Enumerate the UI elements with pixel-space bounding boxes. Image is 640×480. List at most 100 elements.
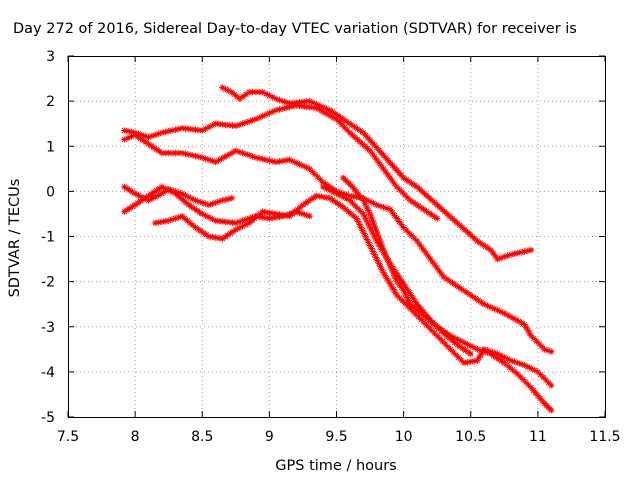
data-point — [357, 127, 364, 134]
data-point — [242, 119, 250, 126]
data-point — [319, 103, 327, 111]
data-point — [309, 168, 316, 175]
data-point — [246, 215, 253, 222]
data-point — [269, 93, 276, 101]
data-point — [251, 215, 258, 222]
data-point — [347, 181, 354, 188]
data-point — [342, 206, 350, 213]
data-point — [409, 308, 417, 315]
data-point — [446, 277, 453, 285]
data-point — [412, 310, 419, 318]
data-point — [340, 193, 347, 201]
data-point — [358, 194, 365, 201]
x-tick-labels: 7.5 8 8.5 9 9.5 10 10.5 11 11.5 — [57, 429, 621, 445]
data-point — [541, 346, 548, 353]
data-point — [225, 121, 233, 129]
data-point — [155, 219, 162, 226]
data-point — [393, 167, 401, 174]
data-point — [235, 121, 243, 129]
data-point — [491, 349, 498, 356]
data-point — [501, 354, 508, 361]
data-point — [351, 123, 358, 131]
data-point — [156, 185, 163, 192]
data-point — [536, 340, 543, 348]
data-point — [519, 376, 527, 383]
data-point — [235, 224, 243, 232]
data-point — [188, 195, 196, 202]
data-point — [354, 136, 361, 143]
data-point — [389, 209, 396, 216]
data-point — [470, 344, 478, 351]
data-point — [503, 311, 511, 319]
data-point — [383, 254, 391, 262]
data-point — [501, 359, 508, 367]
data-point — [195, 126, 203, 134]
data-point — [222, 85, 229, 93]
data-point — [131, 190, 139, 197]
data-point — [299, 162, 307, 170]
y-tick-label: -5 — [41, 410, 55, 426]
data-point — [391, 180, 398, 188]
data-point — [534, 368, 542, 376]
data-point — [172, 215, 179, 222]
data-point — [175, 214, 182, 221]
data-point — [418, 243, 425, 251]
data-point — [256, 155, 263, 162]
data-point — [215, 120, 223, 128]
data-point — [341, 124, 348, 131]
data-point — [232, 147, 240, 154]
x-tick-label: 9.5 — [325, 429, 347, 445]
data-point — [306, 165, 313, 173]
x-tick-label: 11.5 — [589, 429, 620, 445]
data-point — [188, 203, 195, 210]
data-point — [334, 112, 342, 119]
data-point — [464, 359, 471, 366]
data-point — [343, 195, 350, 202]
data-point — [233, 93, 241, 100]
data-point — [182, 125, 189, 132]
data-point — [363, 203, 370, 211]
data-point — [327, 112, 334, 120]
data-point — [303, 211, 310, 219]
data-point — [262, 111, 270, 118]
data-point — [353, 215, 360, 222]
data-point — [221, 233, 229, 241]
data-point — [145, 134, 152, 141]
data-point — [392, 275, 399, 282]
data-point — [395, 169, 403, 177]
data-point — [334, 200, 342, 207]
data-point — [225, 195, 232, 203]
data-point — [215, 234, 223, 242]
data-point — [542, 376, 550, 384]
data-point — [404, 194, 411, 201]
data-point — [246, 88, 253, 96]
data-point — [272, 106, 280, 114]
series-track-7 — [340, 174, 555, 414]
data-point — [409, 199, 417, 206]
data-point — [392, 289, 399, 296]
data-point — [383, 275, 391, 282]
data-point — [249, 153, 256, 160]
data-point — [367, 225, 375, 233]
data-point — [398, 277, 405, 285]
data-point — [375, 234, 383, 242]
data-point — [282, 104, 290, 112]
data-point — [524, 247, 532, 254]
data-point — [360, 230, 368, 237]
data-point — [373, 237, 380, 245]
data-point — [537, 371, 544, 378]
data-point — [459, 224, 466, 231]
data-point — [178, 125, 186, 132]
data-point — [476, 239, 484, 247]
data-point — [395, 281, 403, 288]
data-point — [239, 93, 247, 100]
data-point — [459, 345, 466, 352]
data-point — [422, 311, 430, 318]
data-point — [402, 283, 409, 290]
data-point — [454, 219, 461, 227]
data-point — [412, 305, 419, 312]
data-point — [309, 104, 317, 111]
data-point — [128, 133, 135, 140]
data-point — [362, 233, 369, 240]
data-point — [363, 216, 370, 224]
